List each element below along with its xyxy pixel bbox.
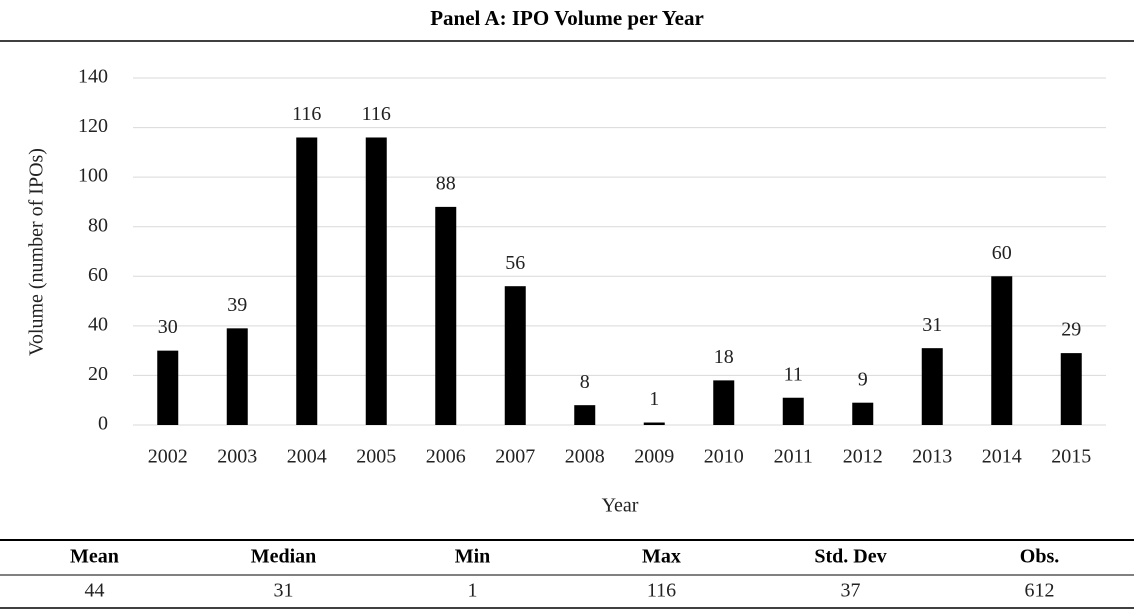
table-header: Min: [455, 546, 491, 568]
bar: [1060, 353, 1082, 425]
data-label: 39: [227, 294, 247, 316]
data-label: 30: [158, 316, 178, 338]
x-tick-label: 2008: [565, 446, 605, 468]
bar: [365, 137, 387, 425]
x-tick-label: 2010: [704, 446, 744, 468]
data-label: 29: [1061, 319, 1081, 341]
y-tick-label: 60: [88, 264, 108, 286]
x-tick-label: 2013: [912, 446, 952, 468]
bar: [435, 206, 457, 425]
y-tick-label: 120: [78, 115, 108, 137]
table-cell: 612: [1025, 580, 1055, 602]
x-tick-label: 2014: [982, 446, 1022, 468]
data-label: 8: [580, 371, 590, 393]
data-label: 88: [436, 172, 456, 194]
x-tick-label: 2015: [1051, 446, 1091, 468]
data-label: 11: [784, 363, 803, 385]
y-tick-label: 20: [88, 363, 108, 385]
table-cell: 116: [647, 580, 676, 602]
data-label: 31: [922, 314, 942, 336]
x-tick-label: 2009: [634, 446, 674, 468]
data-label: 116: [292, 103, 321, 125]
table-cell: 44: [85, 580, 105, 602]
table-cell: 1: [468, 580, 478, 602]
chart-title: Panel A: IPO Volume per Year: [430, 6, 704, 30]
y-tick-label: 80: [88, 214, 108, 236]
bar: [296, 137, 318, 425]
data-label: 56: [505, 252, 525, 274]
data-label: 116: [362, 103, 391, 125]
x-tick-label: 2003: [217, 446, 257, 468]
x-axis-label: Year: [602, 495, 639, 517]
x-tick-label: 2005: [356, 446, 396, 468]
y-tick-label: 140: [78, 66, 108, 88]
data-label: 60: [992, 242, 1012, 264]
table-header: Mean: [70, 546, 119, 568]
bar: [574, 405, 596, 425]
y-axis-label: Volume (number of IPOs): [26, 148, 48, 356]
bar: [782, 397, 804, 425]
y-tick-label: 40: [88, 313, 108, 335]
table-header: Obs.: [1020, 546, 1059, 568]
x-tick-label: 2007: [495, 446, 535, 468]
y-tick-label: 0: [98, 413, 108, 435]
bar: [713, 380, 735, 425]
x-tick-label: 2012: [843, 446, 883, 468]
data-label: 1: [649, 388, 659, 410]
table-header: Median: [251, 546, 317, 568]
bar: [226, 328, 248, 425]
table-cell: 37: [841, 580, 861, 602]
table-header: Max: [642, 546, 681, 568]
bar: [921, 348, 943, 425]
bar: [643, 422, 665, 425]
y-tick-label: 100: [78, 165, 108, 187]
bar: [991, 276, 1013, 425]
bar: [157, 350, 179, 425]
data-label: 9: [858, 368, 868, 390]
x-tick-label: 2011: [774, 446, 813, 468]
x-tick-label: 2002: [148, 446, 188, 468]
data-label: 18: [714, 346, 734, 368]
x-tick-label: 2006: [426, 446, 466, 468]
table-cell: 31: [274, 580, 294, 602]
bar: [852, 402, 874, 425]
bar: [504, 286, 526, 425]
x-tick-label: 2004: [287, 446, 327, 468]
table-header: Std. Dev: [814, 546, 886, 568]
